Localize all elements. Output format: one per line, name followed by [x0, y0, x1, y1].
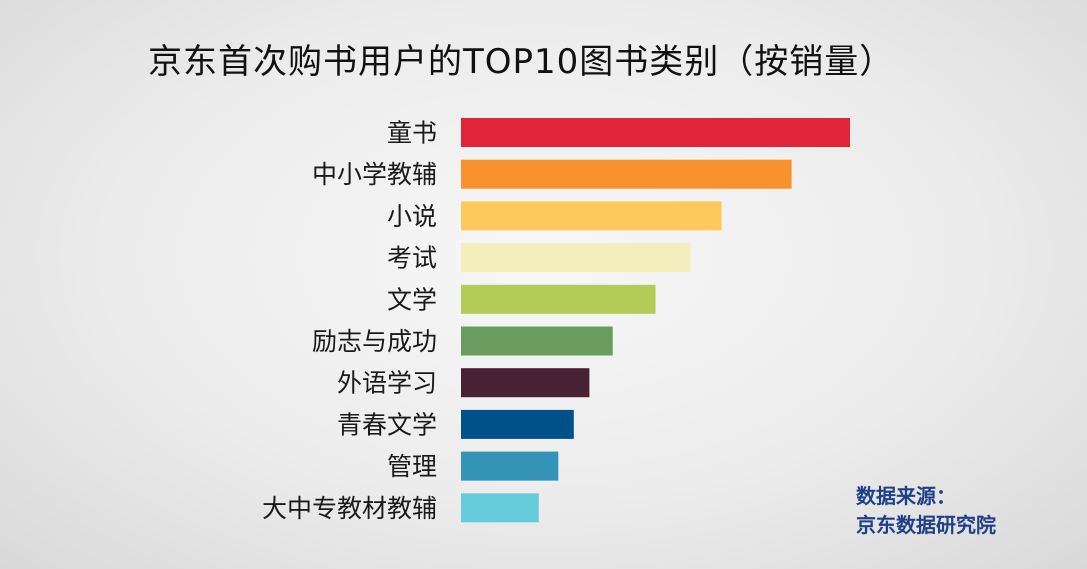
category-label-2: 中小学教辅	[312, 160, 437, 189]
category-label-8: 青春文学	[337, 410, 437, 439]
bar-5	[461, 284, 656, 314]
category-label-3: 小说	[387, 202, 437, 231]
bar-3	[461, 201, 722, 231]
category-label-9: 管理	[387, 452, 437, 481]
category-label-5: 文学	[387, 285, 437, 314]
category-label-1: 童书	[387, 119, 437, 148]
category-label-10: 大中专教材教辅	[262, 494, 437, 523]
bar-6	[461, 326, 613, 356]
bar-1	[461, 118, 850, 147]
category-label-4: 考试	[387, 244, 437, 273]
category-label-6: 励志与成功	[312, 327, 437, 356]
bar-2	[461, 159, 792, 189]
bar-4	[461, 243, 691, 273]
source-name: 京东数据研究院	[856, 513, 996, 537]
bar-7	[461, 368, 590, 398]
bar-8	[461, 409, 574, 439]
source-label: 数据来源：	[856, 484, 956, 508]
category-label-7: 外语学习	[337, 369, 437, 398]
bar-9	[461, 451, 559, 481]
data-source: 数据来源： 京东数据研究院	[856, 482, 996, 540]
chart-title: 京东首次购书用户的TOP10图书类别（按销量）	[148, 42, 895, 82]
bar-10	[461, 493, 539, 523]
